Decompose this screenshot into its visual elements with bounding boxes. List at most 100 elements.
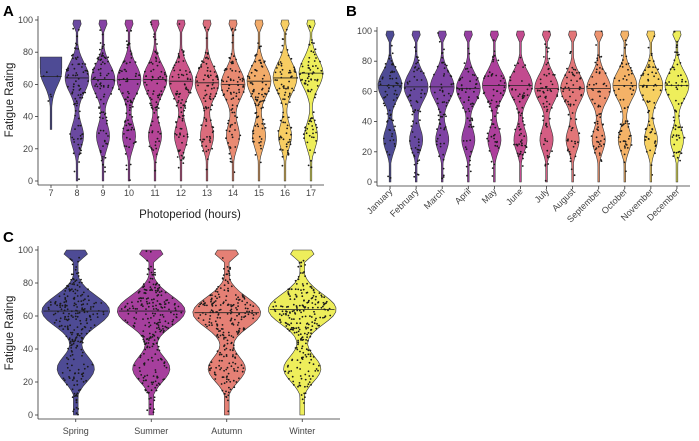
panel-a-jitter-point (125, 98, 127, 101)
panel-c-jitter-point (172, 319, 175, 321)
panel-a-jitter-point (164, 73, 166, 76)
panel-c-jitter-point (71, 288, 73, 290)
panel-c-jitter-point (223, 344, 226, 346)
panel-c-jitter-point (206, 325, 208, 328)
panel-a-jitter-point (99, 149, 102, 152)
panel-a-jitter-point (155, 109, 158, 111)
panel-b-jitter-point (511, 88, 513, 91)
panel-a-jitter-point (232, 97, 235, 100)
panel-b-jitter-point (467, 99, 470, 102)
panel-b-jitter-point (491, 175, 494, 177)
panel-b-jitter-point (647, 73, 650, 76)
panel-b-jitter-point (494, 126, 497, 129)
panel-b-jitter-point (457, 93, 460, 95)
panel-c-jitter-point (317, 301, 319, 304)
panel-a-jitter-point (156, 117, 159, 119)
panel-b-jitter-point (674, 51, 676, 53)
panel-a-jitter-point (77, 84, 80, 87)
panel-b-jitter-point (436, 128, 438, 131)
panel-c-jitter-point (144, 292, 147, 295)
panel-c-jitter-point (69, 282, 71, 285)
panel-c-jitter-point (64, 297, 67, 299)
panel-c-jitter-point (149, 286, 152, 288)
panel-b-jitter-point (628, 135, 631, 138)
panel-c-jitter-point (319, 316, 322, 319)
panel-b-jitter-point (495, 106, 498, 109)
panel-b-jitter-point (417, 67, 420, 70)
panel-a-jitter-point (156, 94, 159, 97)
panel-a-jitter-point (99, 67, 102, 70)
panel-c-jitter-point (298, 309, 301, 312)
panel-b-jitter-point (386, 151, 388, 153)
panel-b-jitter-point (519, 56, 522, 59)
panel-a-jitter-point (75, 80, 77, 83)
panel-c-jitter-point (198, 305, 200, 308)
panel-c-jitter-point (303, 332, 306, 335)
panel-a-jitter-point (179, 132, 181, 135)
panel-b-jitter-point (389, 75, 391, 77)
panel-c-jitter-point (63, 293, 66, 295)
panel-c-jitter-point (146, 259, 149, 262)
panel-a-jitter-point (134, 75, 137, 78)
panel-a-jitter-point (315, 131, 317, 134)
panel-a-jitter-point (220, 79, 223, 82)
panel-b-jitter-point (513, 98, 516, 101)
panel-a-jitter-point (78, 153, 81, 156)
panel-b-jitter-point (486, 137, 488, 140)
panel-b-y-tick-label: 80 (362, 56, 372, 66)
panel-c-jitter-point (311, 302, 314, 304)
panel-b-violin (638, 30, 664, 183)
panel-c-jitter-point (142, 338, 145, 341)
panel-b-jitter-point (458, 88, 461, 91)
panel-b-jitter-point (595, 82, 598, 85)
panel-a-jitter-point (316, 67, 319, 70)
panel-b-jitter-point (620, 62, 623, 64)
panel-a-jitter-point (209, 98, 212, 101)
panel-a-jitter-point (158, 122, 160, 124)
panel-c-jitter-point (232, 361, 234, 364)
panel-a-jitter-point (81, 133, 83, 136)
panel-a-jitter-point (285, 87, 287, 90)
panel-c-jitter-point (163, 361, 166, 364)
panel-c-jitter-point (69, 342, 72, 344)
panel-a-y-tick-label: 80 (23, 47, 33, 57)
panel-a-jitter-point (169, 82, 172, 85)
panel-c-jitter-point (323, 296, 326, 299)
panel-b-jitter-point (572, 103, 575, 106)
panel-a-jitter-point (235, 95, 238, 98)
panel-a-jitter-point (97, 68, 100, 71)
panel-c-x-tick-label: Summer (134, 426, 168, 436)
panel-a-jitter-point (227, 87, 230, 90)
panel-a-jitter-point (211, 104, 214, 107)
panel-a-jitter-point (65, 68, 68, 71)
panel-a-jitter-point (156, 64, 159, 67)
panel-c-jitter-point (220, 383, 223, 385)
panel-b-jitter-point (602, 83, 605, 86)
panel-c-jitter-point (291, 375, 294, 378)
panel-c-jitter-point (228, 274, 231, 276)
panel-a-jitter-point (312, 65, 314, 68)
panel-b-jitter-point (556, 94, 559, 96)
panel-a-jitter-point (180, 159, 183, 162)
panel-c-jitter-point (147, 385, 150, 388)
panel-c-jitter-point (295, 346, 298, 349)
panel-b-jitter-point (653, 102, 656, 104)
panel-c-jitter-point (314, 298, 317, 301)
panel-c-jitter-point (149, 337, 152, 339)
panel-b-jitter-point (384, 90, 387, 93)
panel-c-jitter-point (162, 328, 164, 330)
panel-a-jitter-point (214, 95, 217, 98)
panel-a-jitter-point (314, 48, 317, 51)
panel-c-jitter-point (163, 378, 166, 380)
panel-c-jitter-point (152, 411, 155, 414)
panel-a-jitter-point (230, 109, 233, 111)
panel-c-jitter-point (148, 281, 151, 283)
panel-c-jitter-point (304, 326, 307, 329)
panel-c-jitter-point (93, 324, 96, 327)
panel-a-jitter-point (234, 70, 237, 72)
panel-b-jitter-point (650, 131, 653, 133)
panel-a-jitter-point (248, 76, 251, 78)
panel-a-jitter-point (132, 142, 135, 145)
panel-a-jitter-point (229, 124, 232, 127)
panel-b-jitter-point (471, 119, 474, 122)
